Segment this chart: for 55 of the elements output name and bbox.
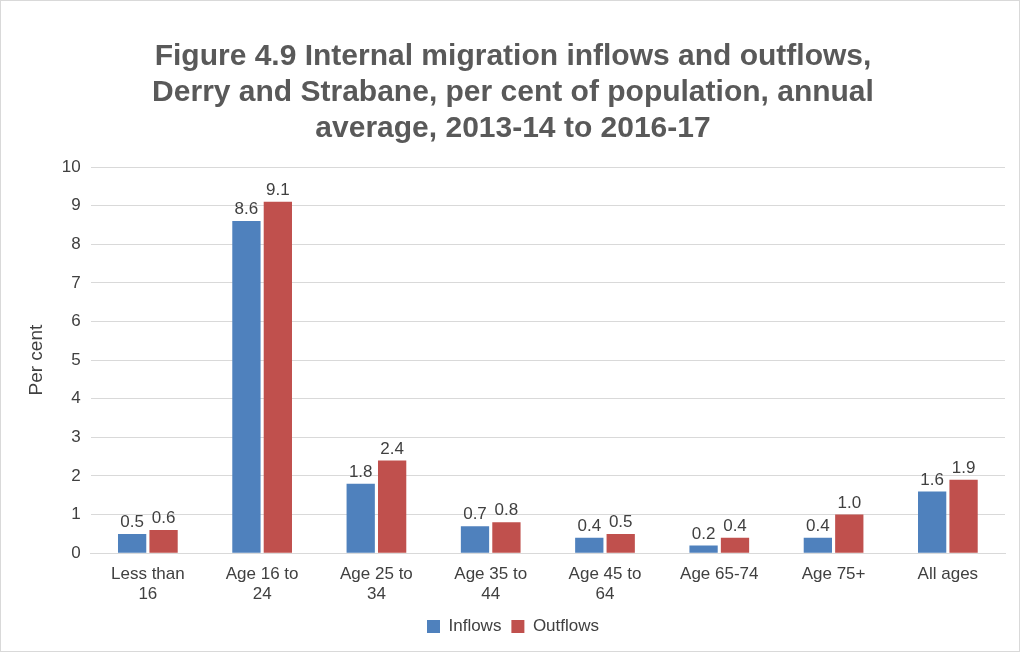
data-label: 0.2 (691, 523, 716, 543)
bar (263, 201, 292, 553)
y-tick-label: 7 (71, 272, 81, 292)
y-tick-label: 9 (71, 195, 81, 215)
data-label: 1.8 (348, 461, 373, 481)
x-tick-label: Age 45 to 64 (568, 564, 642, 604)
bar (575, 537, 604, 553)
data-label: 9.1 (266, 179, 290, 199)
x-tick-label: Age 75+ (801, 564, 866, 584)
bar (689, 545, 718, 553)
bar (835, 514, 864, 553)
data-label: 0.4 (723, 515, 747, 535)
data-label: 8.6 (234, 199, 259, 219)
x-tick-label: Age 65-74 (680, 564, 759, 584)
y-tick-label: 3 (71, 427, 81, 447)
y-tick-label: 0 (71, 542, 81, 562)
y-tick-label: 4 (71, 388, 81, 408)
x-tick-label: All ages (917, 564, 979, 584)
y-axis-title: Per cent (24, 324, 46, 396)
x-tick-label: Age 25 to 34 (340, 564, 413, 604)
bar (720, 537, 750, 553)
data-label: 0.6 (151, 508, 176, 528)
legend-label: Outflows (532, 616, 600, 636)
bar (492, 522, 521, 553)
y-tick-label: 10 (61, 156, 81, 176)
bar (918, 491, 947, 553)
data-label: 0.7 (463, 504, 487, 524)
bar (949, 479, 978, 553)
data-label: 0.4 (806, 515, 830, 535)
y-tick-label: 6 (71, 311, 81, 331)
bar (232, 221, 261, 553)
data-label: 1.9 (951, 458, 976, 478)
data-label: 0.8 (494, 500, 519, 520)
y-tick-label: 2 (71, 465, 81, 485)
x-tick-label: Age 16 to 24 (225, 564, 299, 604)
bar (378, 460, 407, 553)
legend-label: Inflows (448, 616, 502, 636)
x-tick-label: Less than 16 (110, 564, 185, 604)
data-label: 0.5 (120, 512, 144, 532)
y-tick-label: 5 (71, 349, 81, 369)
data-label: 1.0 (837, 492, 862, 512)
data-label: 0.5 (608, 512, 633, 532)
bar (606, 533, 635, 553)
chart-title: Figure 4.9 Internal migration inflows and outflows, Derry and Strabane, per cent of population, annual average, 2013-14 to 2016-17 (152, 38, 874, 144)
bar (346, 483, 375, 553)
data-label: 1.6 (920, 469, 944, 489)
bar (118, 533, 147, 553)
x-tick-label: Age 35 to 44 (454, 564, 528, 604)
bar (460, 526, 490, 553)
y-tick-label: 1 (71, 504, 81, 524)
y-tick-label: 8 (71, 233, 81, 253)
data-label: 0.4 (577, 515, 602, 535)
bar (803, 537, 832, 553)
bar (149, 530, 178, 553)
data-label: 2.4 (380, 438, 404, 458)
